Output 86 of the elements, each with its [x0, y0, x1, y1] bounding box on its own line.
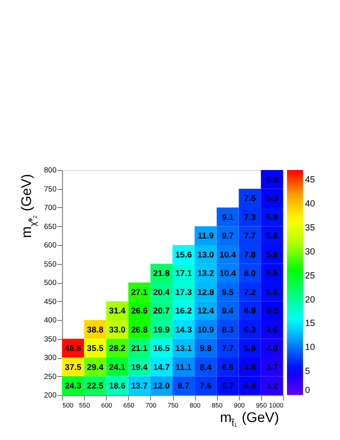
- data-label: 24.3: [64, 380, 82, 391]
- data-label: 11.1: [176, 362, 192, 372]
- data-label: 18.6: [108, 380, 126, 391]
- data-label: 20.7: [153, 306, 170, 316]
- data-label: 8.4: [200, 362, 212, 372]
- data-label: 17.1: [175, 268, 192, 278]
- data-label: 8.0: [244, 268, 256, 278]
- data-label: 10.4: [219, 249, 236, 260]
- data-label: 3.2: [266, 380, 278, 391]
- color-bar-label: 5: [305, 366, 310, 376]
- data-label: 4.6: [266, 324, 278, 334]
- data-label: 7.7: [244, 230, 256, 241]
- data-label: 26.6: [131, 306, 148, 316]
- data-label: 7.2: [244, 286, 256, 297]
- data-label: 12.4: [197, 306, 214, 316]
- data-label: 38.8: [86, 324, 104, 334]
- data-label: 6.6: [222, 362, 234, 372]
- data-label: 7.7: [222, 343, 234, 354]
- data-label: 13.7: [131, 380, 148, 391]
- data-label: 16.5: [153, 343, 170, 354]
- color-bar-label: 30: [305, 246, 316, 256]
- data-label: 5.7: [222, 380, 234, 391]
- data-label: 4.8: [244, 362, 256, 372]
- data-label: 33.0: [108, 324, 126, 334]
- color-bar-label: 10: [305, 342, 316, 352]
- data-label: 4.0: [266, 343, 278, 354]
- data-label: 9.4: [222, 306, 234, 316]
- data-label: 4.8: [244, 380, 256, 391]
- data-label: 46.6: [64, 343, 82, 354]
- data-label: 5.6: [266, 249, 278, 260]
- data-label: 12.0: [153, 380, 170, 391]
- data-label: 17.3: [175, 286, 192, 297]
- data-label: 8.3: [222, 324, 234, 334]
- color-bar-label: 35: [305, 222, 316, 232]
- data-label: 10.4: [219, 268, 236, 278]
- data-label: 7.6: [200, 380, 212, 391]
- data-label: 14.7: [153, 362, 170, 372]
- data-label: 16.2: [175, 306, 192, 316]
- data-label: 5.9: [244, 343, 256, 354]
- data-label: 15.6: [175, 249, 192, 260]
- data-label: 29.4: [86, 362, 104, 372]
- data-label: 5.5: [266, 268, 278, 278]
- data-label: 8.7: [178, 380, 190, 391]
- data-label: 12.8: [197, 286, 214, 297]
- data-label: 31.4: [108, 306, 126, 316]
- data-label: 19.9: [153, 324, 170, 334]
- data-label: 26.8: [131, 324, 148, 334]
- data-label: 7.5: [244, 193, 256, 204]
- color-bar-label: 0: [305, 385, 310, 395]
- data-label: 9.7: [222, 230, 234, 241]
- data-label: 5.8: [266, 230, 278, 241]
- data-label: 9.1: [222, 212, 234, 222]
- y-axis-title: mχ̃⁰₂ (GeV): [18, 174, 38, 238]
- data-label: 9.8: [200, 343, 212, 354]
- data-label: 22.5: [86, 380, 104, 391]
- data-label: 24.1: [108, 362, 126, 372]
- data-label: 21.1: [131, 343, 148, 354]
- color-bar-label: 40: [305, 198, 316, 209]
- data-label: 35.5: [86, 343, 104, 354]
- data-label: 20.4: [153, 286, 170, 297]
- color-bar-label: 15: [305, 318, 316, 328]
- data-label: 27.1: [131, 286, 148, 297]
- data-label: 6.8: [244, 306, 256, 316]
- data-label: 7.8: [244, 249, 256, 260]
- color-bar-label: 45: [305, 174, 316, 185]
- data-label: 7.3: [244, 212, 256, 222]
- data-label: 5.0: [266, 174, 278, 184]
- data-label: 5.3: [266, 193, 278, 204]
- color-bar-label: 25: [305, 270, 316, 280]
- data-label: 37.5: [64, 362, 82, 372]
- data-label: 21.8: [153, 268, 170, 278]
- data-label: 13.1: [175, 343, 192, 354]
- data-label: 6.3: [244, 324, 256, 334]
- data-label: 5.6: [266, 286, 278, 297]
- data-label: 5.2: [266, 306, 278, 316]
- data-label: 3.7: [266, 362, 278, 372]
- data-label: 14.3: [175, 324, 192, 334]
- data-label: 10.9: [197, 324, 214, 334]
- data-label: 28.2: [108, 343, 126, 354]
- data-label: 13.2: [197, 268, 214, 278]
- data-label: 5.9: [266, 212, 278, 222]
- data-label: 11.9: [198, 230, 214, 241]
- data-label: 13.0: [197, 249, 214, 260]
- data-label: 9.5: [222, 286, 234, 297]
- color-bar-label: 20: [305, 294, 316, 304]
- data-label: 19.4: [131, 362, 148, 372]
